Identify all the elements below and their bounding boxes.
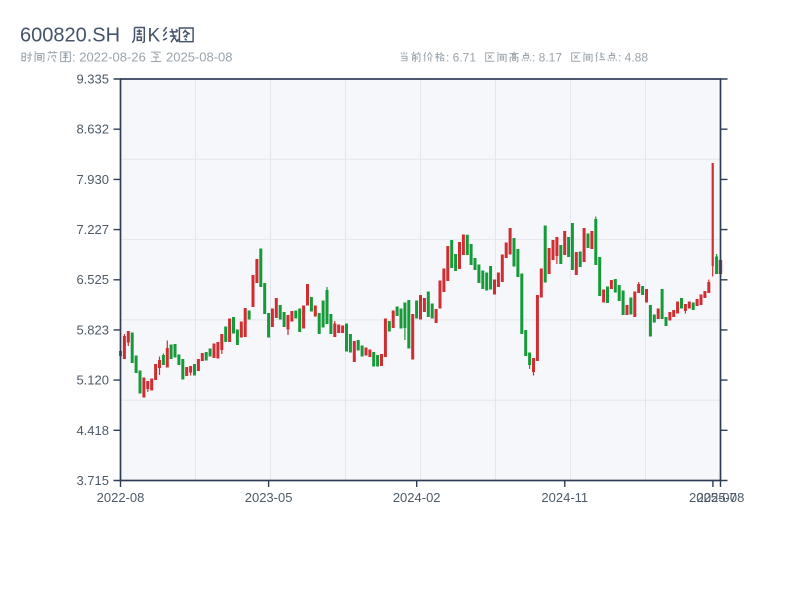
svg-text:: 2022-08-26: : 2022-08-26 <box>72 50 146 65</box>
svg-text:K: K <box>148 26 161 47</box>
svg-text:4.418: 4.418 <box>76 423 109 438</box>
svg-text:2024-02: 2024-02 <box>393 490 441 505</box>
svg-text:: 4.88: : 4.88 <box>618 51 648 65</box>
svg-text:2025-08: 2025-08 <box>697 490 745 505</box>
svg-text:7.227: 7.227 <box>76 222 109 237</box>
svg-text:2024-11: 2024-11 <box>541 490 588 505</box>
svg-text:: 6.71: : 6.71 <box>446 51 476 65</box>
svg-text:2023-05: 2023-05 <box>245 490 293 505</box>
svg-text:600820.SH: 600820.SH <box>20 25 120 47</box>
svg-text:5.120: 5.120 <box>76 373 109 388</box>
svg-text:8.632: 8.632 <box>76 122 109 137</box>
svg-text:: 8.17: : 8.17 <box>532 51 562 65</box>
svg-text:9.335: 9.335 <box>76 72 109 87</box>
svg-text:2025-08-08: 2025-08-08 <box>166 50 233 65</box>
svg-text:6.525: 6.525 <box>76 272 109 287</box>
svg-text:5.823: 5.823 <box>76 322 109 337</box>
svg-text:2025-07: 2025-07 <box>689 490 737 505</box>
svg-text:3.715: 3.715 <box>76 473 109 488</box>
svg-text:2022-08: 2022-08 <box>97 490 145 505</box>
svg-text:7.930: 7.930 <box>76 172 109 187</box>
